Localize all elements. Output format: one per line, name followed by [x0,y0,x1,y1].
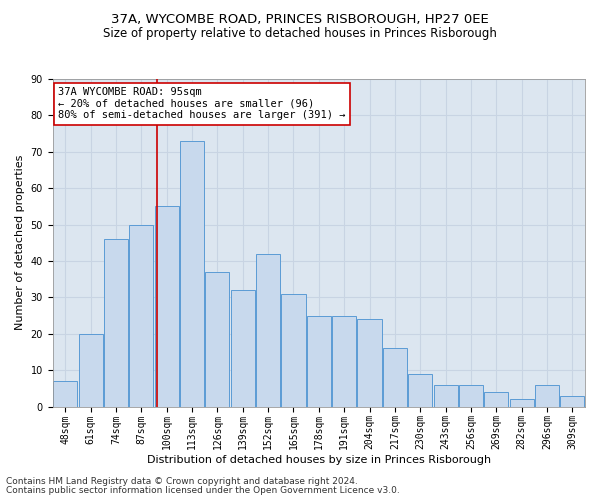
Bar [509,400,533,406]
X-axis label: Distribution of detached houses by size in Princes Risborough: Distribution of detached houses by size … [147,455,491,465]
Bar [104,239,128,406]
Bar [53,381,77,406]
Bar [434,384,458,406]
Bar [560,396,584,406]
Bar [231,290,255,406]
Bar [535,384,559,406]
Text: 37A WYCOMBE ROAD: 95sqm
← 20% of detached houses are smaller (96)
80% of semi-de: 37A WYCOMBE ROAD: 95sqm ← 20% of detache… [58,87,346,120]
Text: Size of property relative to detached houses in Princes Risborough: Size of property relative to detached ho… [103,28,497,40]
Bar [180,141,204,406]
Text: Contains HM Land Registry data © Crown copyright and database right 2024.: Contains HM Land Registry data © Crown c… [6,477,358,486]
Bar [256,254,280,406]
Text: 37A, WYCOMBE ROAD, PRINCES RISBOROUGH, HP27 0EE: 37A, WYCOMBE ROAD, PRINCES RISBOROUGH, H… [111,12,489,26]
Bar [383,348,407,406]
Bar [358,319,382,406]
Bar [79,334,103,406]
Y-axis label: Number of detached properties: Number of detached properties [15,155,25,330]
Bar [307,316,331,406]
Bar [332,316,356,406]
Bar [155,206,179,406]
Bar [484,392,508,406]
Bar [408,374,432,406]
Bar [205,272,229,406]
Text: Contains public sector information licensed under the Open Government Licence v3: Contains public sector information licen… [6,486,400,495]
Bar [459,384,483,406]
Bar [130,224,154,406]
Bar [281,294,305,406]
